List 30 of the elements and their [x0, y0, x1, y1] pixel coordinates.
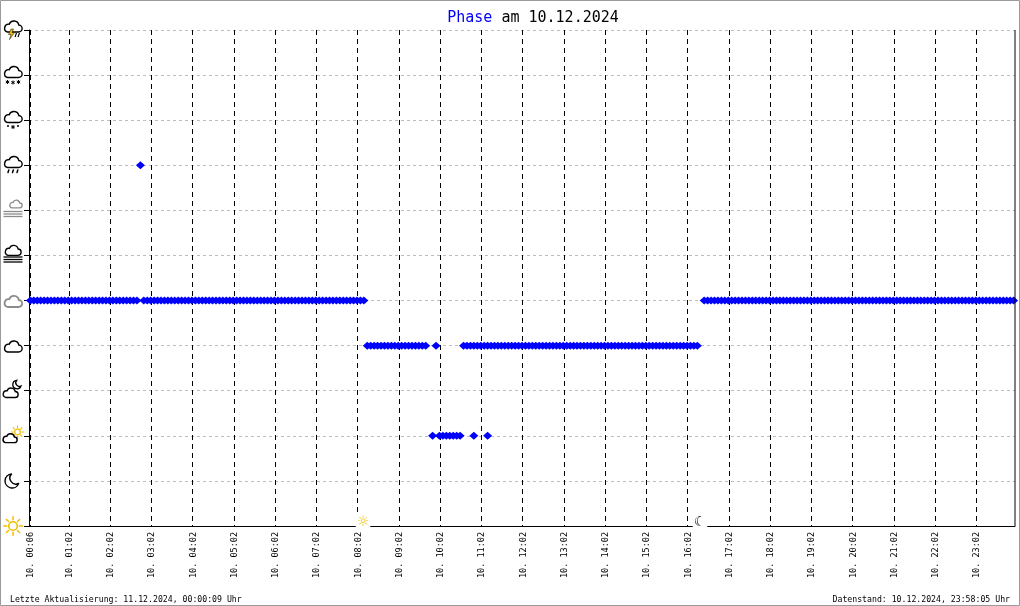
text: Letzte Aktualisierung: 11.12.2024, 00:00:09 Uhr — [10, 594, 242, 604]
text: Datenstand: 10.12.2024, 23:58:05 Uhr — [832, 594, 1011, 604]
x-tick-label: 10. 11:02 — [476, 532, 487, 579]
x-tick-label: 10. 07:02 — [311, 532, 322, 579]
x-tick-label: 10. 06:02 — [270, 532, 281, 579]
annotation: ☼ — [356, 513, 370, 529]
text: Phase — [447, 7, 493, 26]
annotation: ☾ — [693, 513, 707, 529]
x-tick-label: 10. 22:02 — [930, 532, 941, 579]
x-tick-label: 10. 00:06 — [25, 532, 36, 579]
x-tick-label: 10. 10:02 — [435, 532, 446, 579]
x-tick-label: 10. 20:02 — [847, 532, 858, 579]
x-tick-label: 10. 21:02 — [888, 532, 899, 579]
x-tick-label: 10. 08:02 — [352, 532, 363, 579]
x-tick-label: 10. 01:02 — [63, 532, 74, 579]
x-tick-label: 10. 15:02 — [641, 532, 652, 579]
x-tick-label: 10. 19:02 — [806, 532, 817, 579]
x-tick-label: 10. 13:02 — [558, 532, 569, 579]
x-tick-label: 10. 14:02 — [600, 532, 611, 579]
x-tick-label: 10. 16:02 — [682, 532, 693, 579]
x-tick-label: 10. 23:02 — [971, 532, 982, 579]
x-tick-label: 10. 09:02 — [393, 532, 404, 579]
x-tick-label: 10. 02:02 — [105, 532, 116, 579]
x-tick-label: 10. 17:02 — [723, 532, 734, 579]
x-tick-label: 10. 05:02 — [228, 532, 239, 579]
x-tick-label: 10. 18:02 — [765, 532, 776, 579]
x-tick-label: 10. 12:02 — [517, 532, 528, 579]
x-tick-label: 10. 03:02 — [146, 532, 157, 579]
x-tick-label: 10. 04:02 — [187, 532, 198, 579]
chart-title: am 10.12.2024 — [501, 7, 619, 26]
